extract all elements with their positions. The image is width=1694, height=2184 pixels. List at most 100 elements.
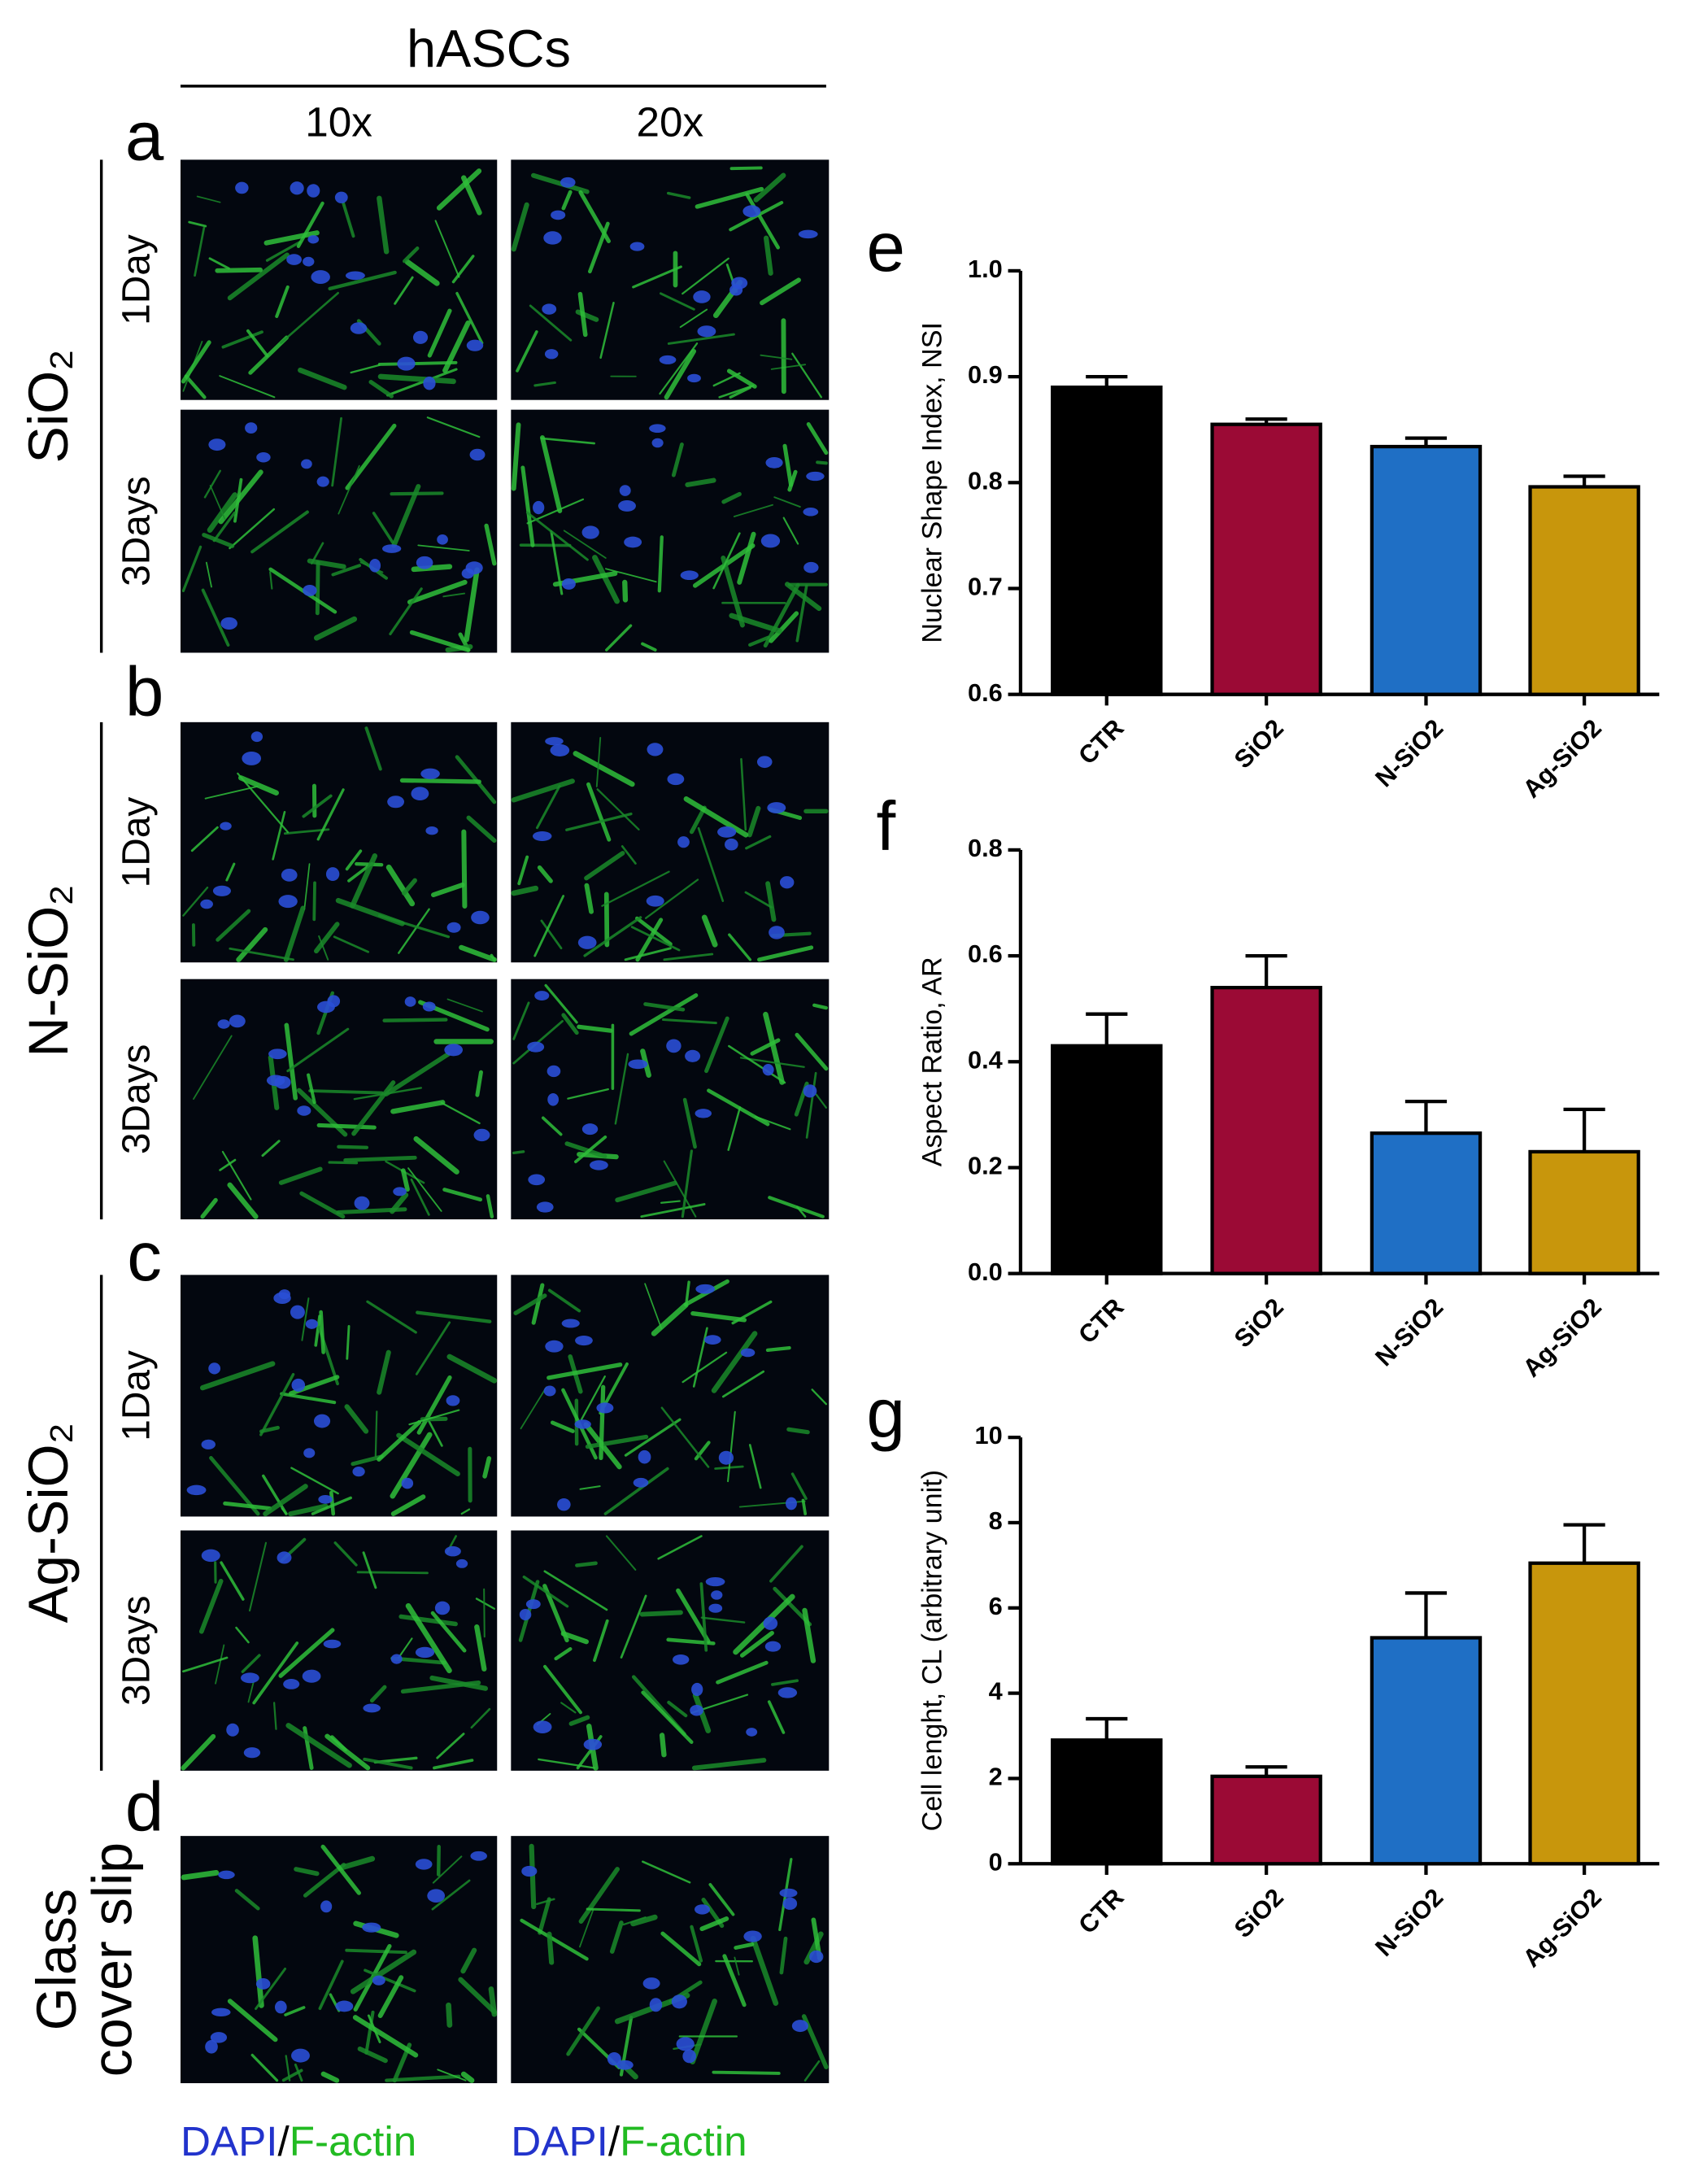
nucleus [633,1477,649,1488]
actin-fiber [701,914,718,948]
bar [1210,1774,1322,1866]
caption-factin: F-actin [620,2118,747,2164]
actin-fiber [682,257,729,295]
nucleus [218,1870,235,1880]
nucleus [220,617,237,630]
actin-fiber [382,1018,448,1022]
nucleus [624,536,642,548]
actin-fiber [446,2002,453,2028]
material-label: Glass [26,1889,88,2031]
x-tick-label: N-SiO2 [1370,1883,1448,1962]
nucleus [220,822,232,830]
actin-fiber [394,276,414,305]
actin-fiber [728,1044,786,1084]
actin-fiber [415,1321,451,1375]
actin-fiber [408,1409,460,1426]
nucleus [704,1335,721,1345]
actin-fiber [805,1071,817,1139]
actin-fiber [609,1920,624,1954]
nucleus [387,796,405,809]
micrograph-background [511,1836,830,2084]
actin-fiber [731,1300,773,1325]
nucleus [528,1174,546,1186]
actin-fiber [307,1073,316,1105]
actin-fiber [363,1757,413,1770]
actin-fiber [314,1314,321,1347]
nucleus [525,1599,541,1610]
nucleus [708,1603,723,1613]
nucleus [401,1477,414,1489]
actin-fiber [377,195,390,255]
actin-fiber [726,1410,736,1483]
nucleus [217,1019,230,1029]
actin-fiber [729,386,751,399]
actin-fiber [369,1685,387,1703]
actin-fiber [235,1626,250,1644]
actin-fiber [683,796,749,838]
actin-fiber [474,1624,487,1672]
nucleus [444,1044,464,1057]
nucleus [303,1448,316,1458]
actin-fiber [522,1575,569,1608]
micrograph [511,721,830,963]
bar [1528,1561,1640,1866]
actin-fiber [238,775,279,796]
actin-fiber [431,882,465,898]
actin-fiber [760,354,793,360]
nucleus [302,1669,321,1683]
actin-fiber [721,491,742,504]
actin-fiber [644,878,699,919]
actin-fiber [409,630,471,652]
actin-fiber [806,422,829,456]
actin-fiber [516,330,538,373]
actin-fiber [248,1541,268,1612]
actin-fiber [697,826,725,902]
nucleus [311,270,330,285]
nucleus [241,1672,259,1684]
actin-fiber [343,1155,417,1162]
actin-fiber [685,477,716,487]
actin-fiber [290,1467,339,1495]
actin-fiber [383,1052,451,1096]
actin-fiber [750,1935,779,2006]
nucleus [425,826,438,835]
nucleus [544,349,559,360]
actin-fiber [567,1088,609,1100]
actin-fiber [538,1758,595,1769]
actin-fiber [241,1654,261,1673]
actin-fiber [770,364,807,370]
actin-fiber [739,1630,774,1658]
nucleus [297,1105,311,1116]
nucleus [779,1888,798,1898]
actin-fiber [252,1641,299,1705]
actin-fiber [215,1644,225,1685]
actin-fiber [350,853,378,909]
actin-fiber [684,1280,690,1307]
actin-fiber [390,1494,426,1516]
x-tick-label: Ag-SiO2 [1517,713,1606,803]
actin-fiber [426,416,481,438]
bar [1528,485,1640,696]
day-label: 3Days [115,476,158,586]
nucleus [469,448,486,461]
actin-fiber [621,845,637,865]
actin-fiber [263,230,320,246]
actin-fiber [643,1002,686,1012]
actin-fiber [630,1914,658,1927]
actin-fiber [283,828,330,835]
caption-dapi: DAPI [181,2118,278,2164]
nucleus [243,1747,261,1759]
actin-fiber [529,304,573,342]
nucleus [711,1590,723,1600]
nucleus [229,1014,246,1028]
actin-fiber [739,1057,805,1068]
nucleus [416,556,433,569]
actin-fiber [536,1898,555,1906]
actin-fiber [405,1602,452,1674]
nucleus [201,1549,220,1563]
nucleus [547,1065,561,1078]
actin-fiber [660,1200,681,1204]
nucleus [303,584,317,596]
day-label: 1Day [115,797,158,888]
nucleus [278,895,298,909]
